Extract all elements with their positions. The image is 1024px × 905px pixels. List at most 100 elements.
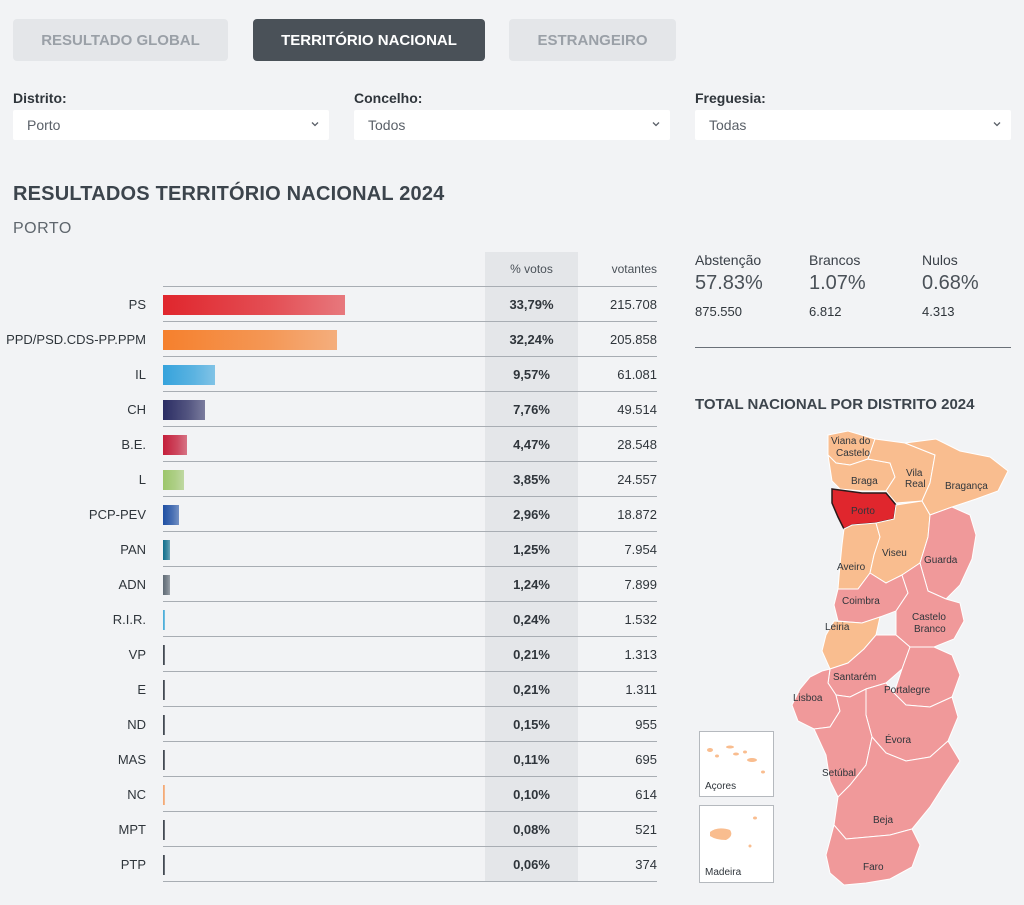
label-aveiro: Aveiro [837,562,866,573]
madeira-islands [710,816,757,848]
label-castelo-branco-2: Branco [914,624,946,635]
vote-count: 28.548 [617,437,657,452]
vote-share-bar [163,470,184,490]
party-name: IL [135,367,146,382]
inset-acores[interactable]: Açores [699,731,774,797]
vote-count: 1.532 [624,612,657,627]
party-name: ADN [118,577,146,592]
freguesia-select[interactable]: Todas [695,110,1011,140]
table-divider [163,321,657,322]
nulos-count: 4.313 [922,304,955,319]
region-setubal[interactable] [813,688,873,798]
vote-share-bar [163,820,165,840]
votes-header: votantes [611,262,657,276]
abstencao-label: Abstenção [695,252,762,268]
table-divider [163,286,657,287]
vote-share-bar [163,680,165,700]
tab-estrangeiro[interactable]: ESTRANGEIRO [509,19,676,61]
vote-share-bar [163,750,165,770]
party-name: PS [128,297,146,312]
label-vila-real-2: Real [905,479,926,490]
vote-percentage: 0,21% [513,682,550,697]
distrito-select[interactable]: Porto [13,110,329,140]
vote-percentage: 4,47% [513,437,550,452]
tab-resultado-global[interactable]: RESULTADO GLOBAL [13,19,228,61]
vote-count: 695 [635,752,657,767]
inset-madeira[interactable]: Madeira [699,805,774,883]
table-row: ADN 1,24% 7.899 [0,567,660,602]
portugal-map-svg: Viana do Castelo Braga Vila Real Braganç… [791,430,1009,886]
party-name: VP [128,647,146,662]
page-title: RESULTADOS TERRITÓRIO NACIONAL 2024 [13,183,445,205]
table-divider [163,846,657,847]
abstencao-pct: 57.83% [695,272,763,294]
table-row: PTP 0,06% 374 [0,847,660,882]
vote-share-bar [163,715,165,735]
brancos-pct: 1.07% [809,272,866,294]
table-divider [163,636,657,637]
concelho-select[interactable]: Todos [354,110,670,140]
region-guarda[interactable] [919,506,977,600]
table-row: ND 0,15% 955 [0,707,660,742]
party-name: MAS [117,752,146,767]
distrito-select-value: Porto [27,117,61,133]
vote-count: 1.313 [624,647,657,662]
region-faro[interactable] [825,823,921,886]
label-viana-1: Viana do [831,436,871,447]
vote-share-bar [163,540,170,560]
table-divider [163,741,657,742]
brancos-label: Brancos [809,252,861,268]
table-row: MPT 0,08% 521 [0,812,660,847]
party-name: PTP [120,857,146,872]
inset-acores-label: Açores [705,781,737,792]
table-row: PCP-PEV 2,96% 18.872 [0,497,660,532]
party-name: E [137,682,146,697]
party-name: B.E. [121,437,146,452]
freguesia-select-value: Todas [709,117,747,133]
table-row: VP 0,21% 1.313 [0,637,660,672]
label-braganca: Bragança [945,481,988,492]
table-divider [163,531,657,532]
vote-percentage: 0,08% [513,822,550,837]
table-divider [163,601,657,602]
pct-header: % votos [510,262,553,276]
table-divider [163,461,657,462]
chevron-down-icon [652,122,660,127]
vote-percentage: 33,79% [509,297,554,312]
table-divider [163,356,657,357]
table-row: PPD/PSD.CDS-PP.PPM 32,24% 205.858 [0,322,660,357]
party-name: MPT [118,822,146,837]
vote-count: 374 [635,857,657,872]
label-evora: Évora [885,733,912,746]
nulos-pct: 0.68% [922,272,979,294]
brancos-count: 6.812 [809,304,842,319]
vote-percentage: 3,85% [513,472,550,487]
inset-madeira-label: Madeira [705,867,742,878]
vote-share-bar [163,505,179,525]
table-divider [163,706,657,707]
table-row: MAS 0,11% 695 [0,742,660,777]
distrito-label: Distrito: [13,90,67,106]
table-divider [163,496,657,497]
vote-count: 614 [635,787,657,802]
vote-percentage: 9,57% [513,367,550,382]
vote-percentage: 32,24% [509,332,554,347]
vote-share-bar [163,435,188,455]
party-name: PAN [120,542,146,557]
district-subtitle: PORTO [13,220,72,237]
label-leiria: Leiria [825,622,850,633]
tab-territorio-nacional[interactable]: TERRITÓRIO NACIONAL [253,19,485,61]
table-row: E 0,21% 1.311 [0,672,660,707]
vote-count: 7.899 [624,577,657,592]
vote-count: 955 [635,717,657,732]
label-castelo-branco-1: Castelo [912,612,946,623]
concelho-select-value: Todos [368,117,406,133]
region-braganca[interactable] [903,438,1009,516]
label-santarem: Santarém [833,672,876,683]
vote-share-bar [163,330,337,350]
label-portalegre: Portalegre [884,685,931,696]
vote-count: 205.858 [610,332,657,347]
party-name: ND [127,717,146,732]
table-row: NC 0,10% 614 [0,777,660,812]
region-castelo-branco[interactable] [895,562,965,648]
